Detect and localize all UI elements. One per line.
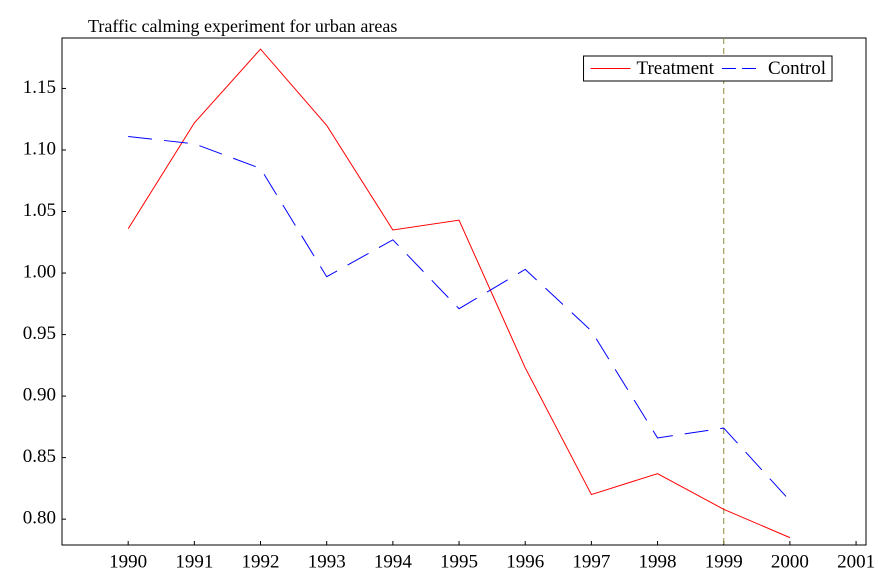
legend-label: Control xyxy=(768,58,826,79)
y-tick-label: 1.10 xyxy=(23,138,56,159)
chart-title: Traffic calming experiment for urban are… xyxy=(88,16,397,36)
y-tick-label: 1.15 xyxy=(23,77,56,98)
y-tick-label: 0.80 xyxy=(23,508,56,529)
x-tick-label: 1997 xyxy=(572,551,610,572)
y-tick-label: 1.05 xyxy=(23,200,56,221)
plot-frame xyxy=(61,37,867,546)
x-tick-label: 1996 xyxy=(506,551,544,572)
x-tick-label: 1994 xyxy=(374,551,413,572)
x-tick-label: 1990 xyxy=(109,551,147,572)
y-tick-label: 0.95 xyxy=(23,323,56,344)
x-tick-label: 1998 xyxy=(639,551,677,572)
x-tick-label: 1992 xyxy=(242,551,280,572)
y-tick-label: 1.00 xyxy=(23,261,56,282)
x-tick-label: 1999 xyxy=(705,551,743,572)
x-tick-label: 1995 xyxy=(440,551,478,572)
x-tick-label: 2001 xyxy=(837,551,875,572)
series-line xyxy=(127,48,791,539)
x-tick-label: 1991 xyxy=(175,551,213,572)
y-tick-label: 0.90 xyxy=(23,384,56,405)
series-line xyxy=(128,135,791,502)
y-tick-label: 0.85 xyxy=(23,446,56,467)
legend-label: Treatment xyxy=(637,58,715,79)
x-tick-label: 2000 xyxy=(771,551,809,572)
x-tick-label: 1993 xyxy=(308,551,346,572)
legend: Treatment Control xyxy=(583,55,833,82)
